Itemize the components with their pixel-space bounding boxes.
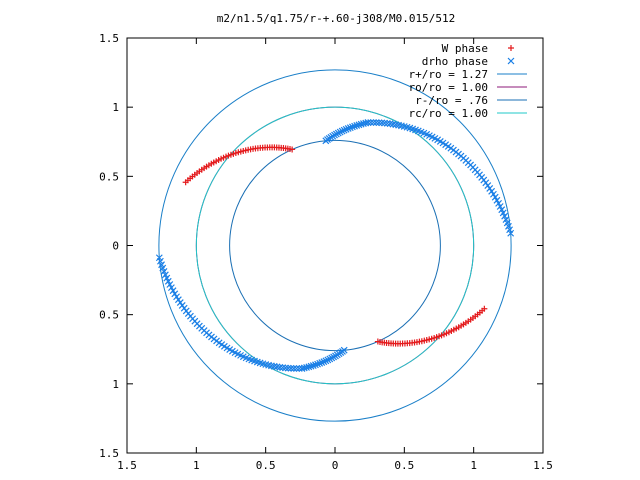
drho-phase-point	[336, 128, 344, 136]
legend-label: rc/ro = 1.00	[409, 107, 488, 120]
drho-phase-point	[314, 360, 322, 368]
legend-label: r+/ro = 1.27	[409, 68, 488, 81]
drho-phase-point	[328, 354, 336, 362]
x-tick-label: 0.5	[256, 459, 276, 472]
legend-plus-marker	[508, 45, 514, 51]
drho-phase-point	[287, 364, 295, 372]
legend-label: drho phase	[422, 55, 488, 68]
y-tick-label: 1	[112, 378, 119, 391]
drho-phase-point	[507, 229, 515, 237]
drho-phase-point	[293, 365, 300, 372]
drho-phase-point	[348, 123, 356, 131]
drho-phase-point	[375, 119, 383, 127]
drho-phase-point	[351, 122, 358, 130]
drho-phase-point	[364, 119, 372, 126]
drho-phase-point	[372, 119, 380, 126]
x-tick-label: 1.5	[533, 459, 553, 472]
drho-phase-point	[290, 365, 298, 372]
drho-phase-point	[320, 358, 328, 366]
drho-phase-point	[338, 127, 346, 135]
reference-circle-1	[158, 69, 512, 422]
y-tick-label: 0.5	[99, 309, 119, 322]
drho-phase-point	[282, 364, 289, 372]
drho-phase-point	[340, 346, 348, 354]
y-tick-label: 0.5	[99, 170, 119, 183]
x-tick-label: 1	[193, 459, 200, 472]
drho-phase-point	[378, 119, 386, 127]
legend-label: W phase	[442, 42, 488, 55]
phase-points	[155, 119, 515, 372]
x-tick-label: 1.5	[117, 459, 137, 472]
drho-phase-point	[340, 126, 348, 134]
x-tick-label: 0	[332, 459, 339, 472]
reference-circle-3	[229, 139, 441, 352]
y-tick-label: 0	[112, 240, 119, 253]
drho-phase-point	[326, 355, 334, 363]
y-tick-label: 1.5	[99, 32, 119, 45]
x-tick-label: 1	[470, 459, 477, 472]
drho-phase-point	[279, 364, 287, 372]
drho-phase-point	[324, 356, 332, 364]
y-tick-label: 1	[112, 101, 119, 114]
drho-phase-point	[322, 357, 330, 365]
drho-phase-point	[316, 359, 324, 367]
y-tick-label: 1.5	[99, 447, 119, 460]
legend-label: r-/ro = .76	[415, 94, 488, 107]
w-phase-point	[481, 305, 488, 312]
w-phase-point	[289, 146, 296, 153]
drho-phase-point	[344, 125, 352, 132]
legend-x-marker	[507, 57, 515, 65]
legend-label: ro/ro = 1.00	[409, 81, 488, 94]
drho-phase-point	[342, 125, 350, 133]
drho-phase-point	[318, 359, 326, 366]
drho-phase-point	[334, 129, 342, 137]
reference-circle-4	[195, 106, 475, 385]
drho-phase-point	[367, 119, 375, 126]
drho-phase-point	[284, 364, 292, 372]
x-tick-label: 0.5	[394, 459, 414, 472]
drho-phase-point	[370, 119, 377, 126]
drho-phase-point	[381, 119, 388, 127]
drho-phase-point	[312, 361, 319, 369]
drho-phase-point	[307, 362, 315, 370]
drho-phase-point	[332, 130, 340, 138]
drho-phase-point	[346, 124, 354, 132]
axis-ticks: 1.5 1 0.5 0 0.5 1 1.51.510.500.511.5	[99, 32, 553, 472]
chart-title: m2/n1.5/q1.75/r-+.60-j308/M0.015/512	[217, 12, 455, 25]
drho-phase-point	[309, 362, 317, 369]
reference-circle-2	[195, 106, 475, 385]
reference-circles	[158, 69, 512, 422]
